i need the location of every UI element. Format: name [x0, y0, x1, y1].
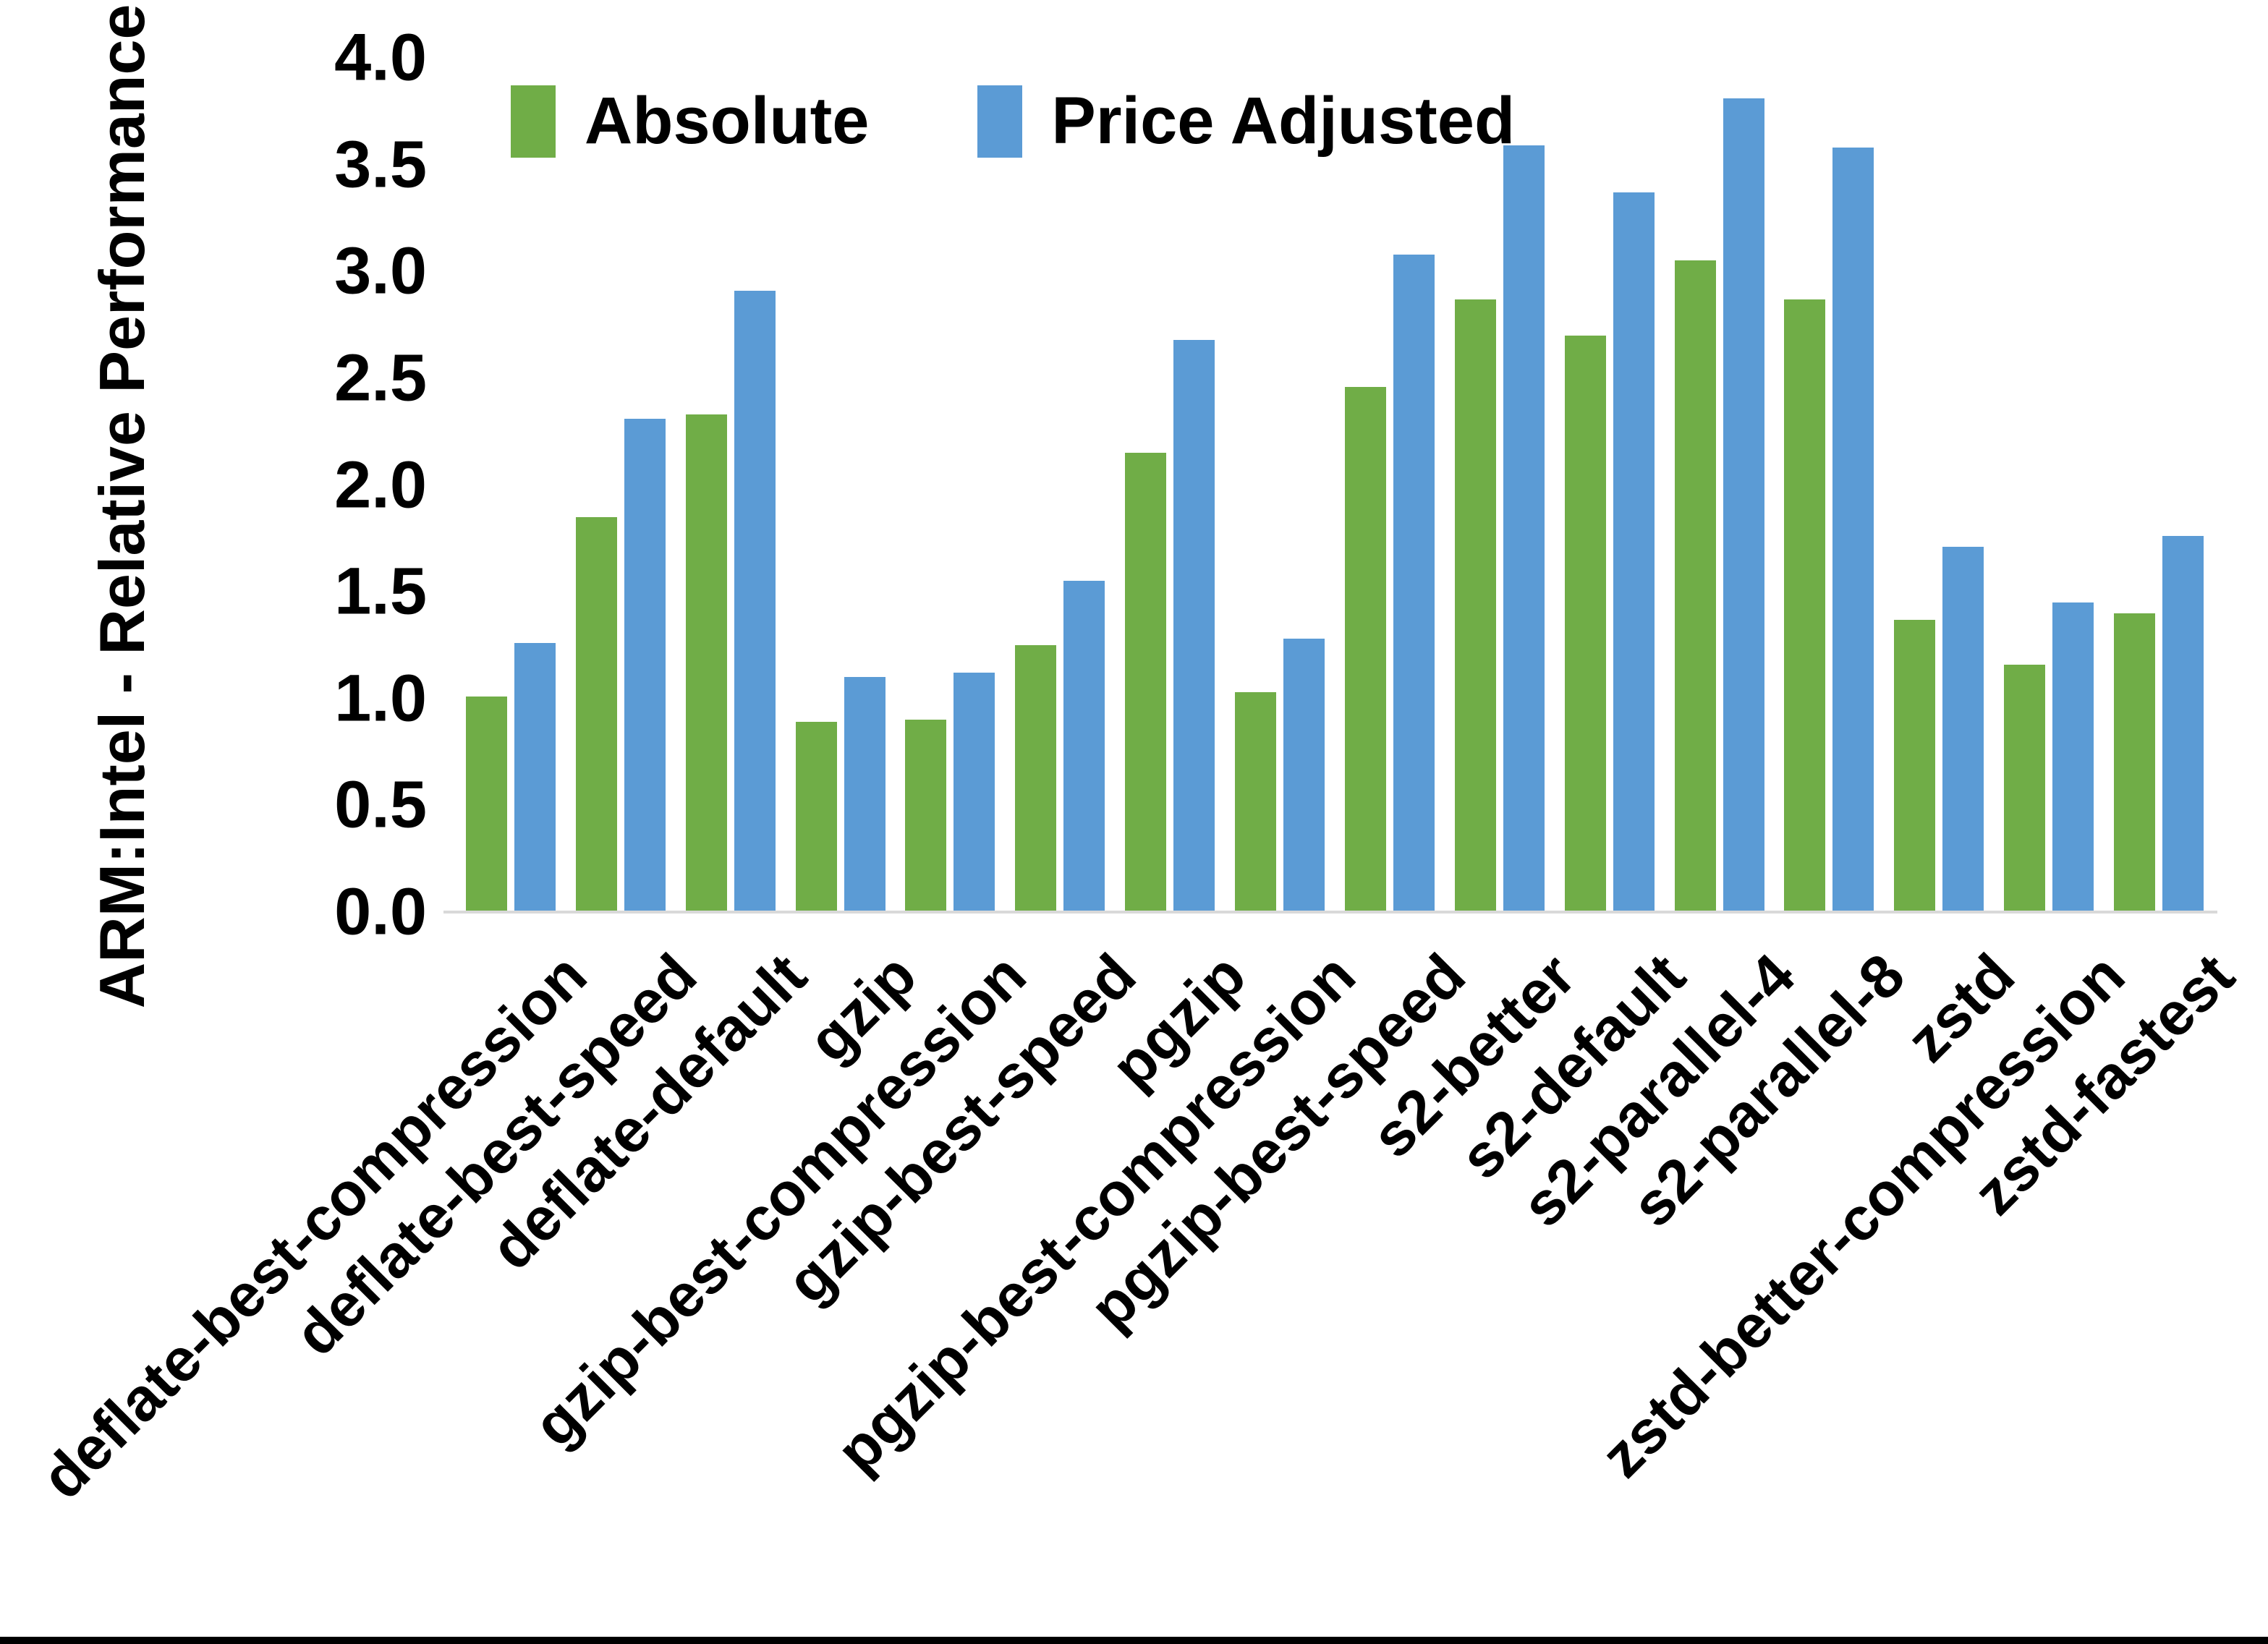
bar-absolute-gzip [795, 722, 837, 912]
legend-swatch-icon [977, 85, 1023, 158]
bar-price-adjusted-deflate-best-speed [624, 418, 666, 912]
bar-price-adjusted-s2-parallel-8 [1832, 148, 1874, 912]
bar-absolute-s2-parallel-8 [1784, 299, 1826, 912]
bar-price-adjusted-pgzip-best-speed [1393, 254, 1435, 912]
legend-item-price-adjusted: Price Adjusted [977, 83, 1515, 159]
bar-price-adjusted-s2-default [1613, 192, 1655, 912]
y-tick-label: 2.5 [334, 341, 427, 415]
bar-absolute-deflate-best-speed [575, 516, 617, 912]
bar-price-adjusted-s2-parallel-4 [1723, 98, 1764, 912]
bar-price-adjusted-gzip [844, 677, 885, 912]
plot-area [456, 58, 2214, 912]
legend-item-absolute: Absolute [510, 83, 870, 159]
bar-absolute-s2-default [1564, 335, 1606, 912]
x-axis-line [443, 911, 2217, 913]
bar-absolute-deflate-default [685, 414, 727, 912]
bar-price-adjusted-zstd [1942, 547, 1984, 912]
bar-price-adjusted-s2-better [1503, 145, 1545, 912]
bar-absolute-zstd-fastest [2114, 613, 2156, 912]
y-tick-label: 3.5 [334, 127, 427, 202]
bottom-border [0, 1637, 2268, 1644]
legend-label: Price Adjusted [1051, 84, 1516, 158]
y-tick-label: 3.0 [334, 234, 427, 308]
y-tick-label: 2.0 [334, 448, 427, 521]
bar-absolute-zstd-better-compression [2004, 664, 2046, 912]
bar-absolute-s2-parallel-4 [1674, 260, 1716, 912]
y-tick-label: 0.0 [334, 874, 427, 949]
legend-swatch-icon [510, 85, 556, 158]
bar-absolute-deflate-best-compression [465, 696, 507, 912]
bar-absolute-gzip-best-compression [905, 720, 947, 912]
bar-price-adjusted-deflate-default [734, 290, 776, 912]
bar-price-adjusted-gzip-best-compression [954, 673, 995, 912]
bar-price-adjusted-zstd-fastest [2162, 536, 2204, 912]
bar-absolute-pgzip-best-compression [1235, 691, 1277, 912]
bar-absolute-zstd [1894, 619, 1936, 912]
y-tick-label: 0.5 [334, 767, 427, 842]
y-tick-label: 4.0 [334, 20, 427, 95]
y-tick-label: 1.5 [334, 554, 427, 629]
bar-price-adjusted-deflate-best-compression [514, 642, 556, 912]
y-tick-label: 1.0 [334, 661, 427, 736]
bar-price-adjusted-pgzip [1173, 339, 1215, 912]
bar-absolute-pgzip [1125, 453, 1167, 912]
bar-price-adjusted-zstd-better-compression [2052, 602, 2094, 912]
bar-absolute-gzip-best-speed [1015, 644, 1057, 912]
bar-price-adjusted-gzip-best-speed [1063, 581, 1105, 912]
legend-label: Absolute [584, 84, 870, 158]
bar-absolute-s2-better [1454, 299, 1496, 912]
bar-price-adjusted-pgzip-best-compression [1283, 639, 1325, 912]
bar-absolute-pgzip-best-speed [1344, 386, 1386, 912]
legend: Absolute Price Adjusted [0, 83, 2026, 159]
